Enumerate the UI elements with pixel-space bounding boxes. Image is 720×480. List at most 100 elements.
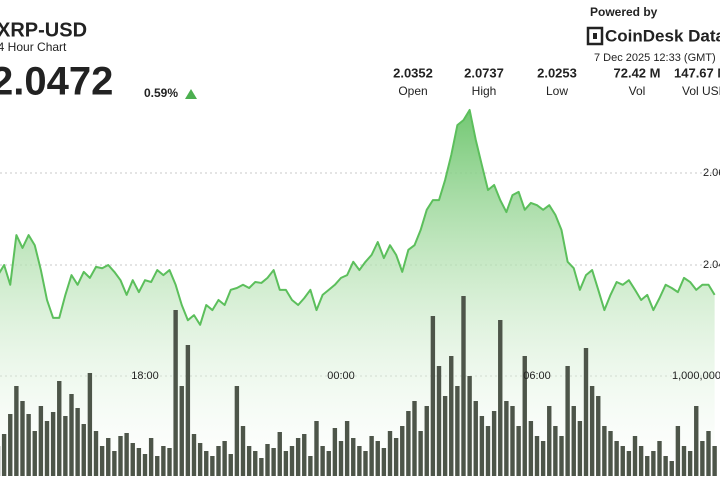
volume-bar (57, 381, 62, 476)
volume-bar (253, 451, 258, 476)
price-change: 0.59% (144, 86, 178, 100)
up-arrow (185, 89, 197, 99)
volume-bar (38, 406, 44, 476)
volume-bar (338, 441, 344, 476)
volume-bar (289, 446, 295, 476)
volume-bar (69, 394, 74, 476)
volume-bar (559, 436, 564, 476)
volume-bar (626, 451, 632, 476)
volume-bar (8, 414, 13, 476)
volume-bar (461, 296, 466, 476)
volume-bar (185, 345, 191, 476)
volume-bar (210, 456, 215, 476)
y-tick-label: 2.04 (703, 259, 720, 271)
volume-bar (363, 451, 368, 476)
volume-bar (442, 396, 448, 476)
price-area (0, 109, 715, 480)
volume-bar (283, 451, 289, 476)
x-tick-label: 00:00 (327, 370, 355, 382)
volume-bar (216, 446, 221, 476)
volume-bar (669, 461, 674, 476)
chart-title: XRP-USD (0, 19, 87, 41)
volume-bar (449, 356, 454, 476)
volume-bar (473, 401, 478, 476)
volume-bar (700, 441, 705, 476)
volume-bar (657, 441, 662, 476)
volume-bar (81, 424, 86, 476)
current-price: 2.0472 (0, 60, 113, 104)
volume-bar (632, 436, 638, 476)
volume-bar (547, 406, 552, 476)
volume-bar (265, 444, 270, 476)
stat-label: Vol USD (682, 84, 720, 98)
volume-bar (240, 426, 246, 476)
volume-bar (197, 443, 203, 476)
logo-icon-inner (593, 33, 597, 39)
volume-bar (436, 366, 442, 476)
volume-bar (596, 396, 601, 476)
powered-by: Powered by (590, 5, 658, 19)
volume-bar (467, 376, 472, 476)
volume-bar (602, 426, 607, 476)
price-line (0, 108, 716, 326)
volume-bar (620, 446, 625, 476)
volume-bar (522, 356, 527, 476)
volume-bar (351, 438, 356, 476)
volume-bar (645, 456, 650, 476)
volume-bar (424, 406, 429, 476)
volume-bar (50, 412, 56, 476)
volume-bar (583, 348, 589, 476)
volume-bar (406, 411, 411, 476)
stat-label: Open (398, 84, 427, 98)
volume-bar (161, 446, 166, 476)
volume-bar (381, 448, 387, 476)
volume-bar (418, 431, 423, 476)
volume-bar (179, 386, 184, 476)
volume-bar (259, 458, 264, 476)
volume-bar (516, 426, 521, 476)
volume-bar (553, 426, 558, 476)
stat-label: Low (546, 84, 568, 98)
volume-bar (357, 446, 362, 476)
stats-row: 2.0352 Open 2.0737 High 2.0253 Low 72.42 M Vol 1… (393, 65, 720, 98)
volume-bar (112, 451, 117, 476)
stat-value: 2.0253 (537, 65, 577, 80)
volume-bar (412, 401, 417, 476)
volume-bar (608, 431, 613, 476)
volume-bar (44, 421, 50, 476)
volume-bar (479, 416, 485, 476)
stat-value: 2.0352 (393, 65, 433, 80)
x-tick-label: 06:00 (523, 370, 551, 382)
volume-bar (571, 406, 576, 476)
volume-bar (455, 386, 460, 476)
stat-label: High (472, 84, 497, 98)
volume-bar (706, 431, 711, 476)
volume-bar (681, 446, 687, 476)
volume-bar (314, 421, 319, 476)
volume-bar (136, 448, 142, 476)
volume-bar (32, 431, 37, 476)
volume-bar (510, 406, 515, 476)
volume-bar (651, 451, 656, 476)
volume-bar (124, 433, 129, 476)
volume-bar (577, 421, 583, 476)
volume-bar (638, 446, 644, 476)
volume-bar (148, 438, 154, 476)
volume-bar (320, 446, 325, 476)
volume-bar (246, 446, 252, 476)
volume-bar (93, 431, 99, 476)
volume-bar (687, 451, 693, 476)
volume-bar (504, 401, 509, 476)
volume-bar (14, 386, 19, 476)
volume-bar (485, 426, 491, 476)
volume-bar (694, 406, 699, 476)
volume-bar (191, 434, 197, 476)
volume-bar (528, 421, 534, 476)
y2-tick-label: 1,000,000 (672, 370, 720, 382)
volume-bar (589, 386, 595, 476)
volume-bar (20, 401, 25, 476)
stat-value: 147.67 M (674, 65, 720, 80)
volume-bar (400, 426, 405, 476)
volume-bar (118, 436, 123, 476)
